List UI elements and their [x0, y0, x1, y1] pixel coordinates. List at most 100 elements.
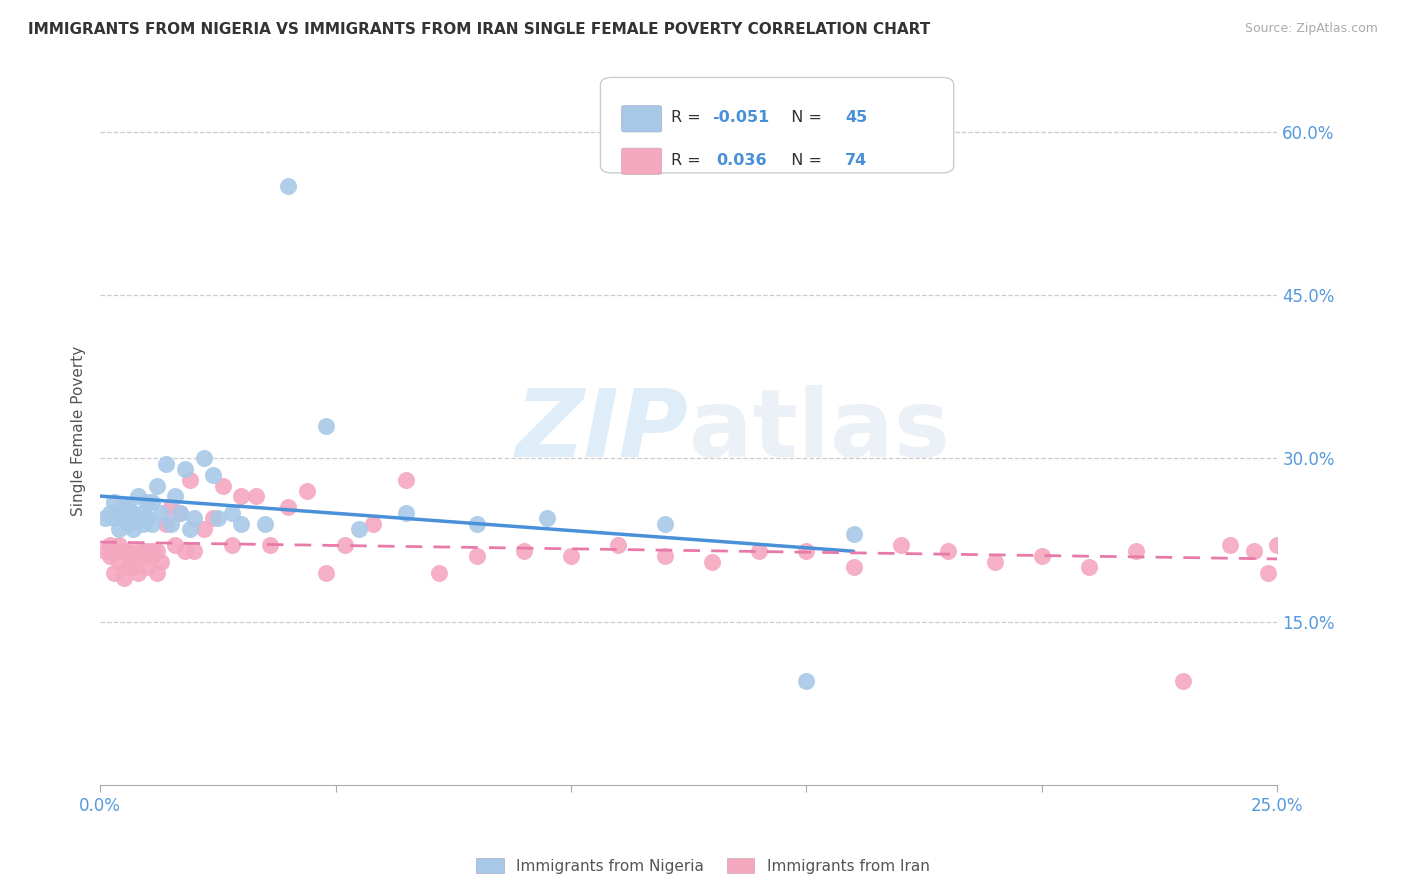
Point [315, 566, 337, 580]
Point [654, 549, 676, 564]
Point [536, 511, 558, 525]
Point [145, 543, 167, 558]
Point [890, 538, 912, 552]
Text: IMMIGRANTS FROM NIGERIA VS IMMIGRANTS FROM IRAN SINGLE FEMALE POVERTY CORRELATIO: IMMIGRANTS FROM NIGERIA VS IMMIGRANTS FR… [28, 22, 931, 37]
Point [1303, 538, 1326, 552]
Point [117, 500, 139, 515]
Point [654, 516, 676, 531]
Point [136, 511, 159, 525]
Point [141, 495, 163, 509]
Text: 0.036: 0.036 [716, 153, 766, 168]
Point [155, 457, 177, 471]
Point [112, 506, 135, 520]
Point [395, 473, 418, 487]
Point [202, 467, 225, 482]
Point [159, 516, 181, 531]
Point [136, 560, 159, 574]
Point [98, 549, 121, 564]
Point [277, 179, 299, 194]
Point [211, 478, 233, 492]
Point [108, 522, 131, 536]
Point [796, 543, 818, 558]
Point [607, 538, 630, 552]
Point [136, 495, 159, 509]
Point [131, 516, 153, 531]
Text: 45: 45 [845, 111, 868, 125]
Point [183, 543, 205, 558]
Point [127, 489, 149, 503]
Point [1323, 549, 1346, 564]
Point [427, 566, 450, 580]
Point [112, 571, 135, 585]
Point [169, 506, 191, 520]
Legend: Immigrants from Nigeria, Immigrants from Iran: Immigrants from Nigeria, Immigrants from… [471, 852, 935, 880]
Point [169, 506, 191, 520]
Point [231, 516, 253, 531]
Point [165, 538, 187, 552]
Point [1341, 543, 1364, 558]
Point [145, 478, 167, 492]
Point [984, 555, 1007, 569]
Point [103, 566, 125, 580]
Point [1031, 549, 1053, 564]
Point [1285, 560, 1308, 574]
Point [202, 511, 225, 525]
Point [179, 522, 201, 536]
Point [1243, 543, 1265, 558]
Point [122, 511, 145, 525]
Text: 74: 74 [845, 153, 868, 168]
Point [136, 543, 159, 558]
Text: R =: R = [671, 111, 706, 125]
Point [174, 462, 197, 476]
Point [1313, 543, 1336, 558]
Point [127, 566, 149, 580]
Point [141, 549, 163, 564]
Text: N =: N = [780, 111, 827, 125]
Point [131, 543, 153, 558]
Point [207, 511, 229, 525]
Point [131, 549, 153, 564]
Point [108, 555, 131, 569]
Point [1173, 674, 1195, 689]
Point [150, 506, 173, 520]
Point [796, 674, 818, 689]
Point [748, 543, 770, 558]
Point [159, 500, 181, 515]
Point [103, 511, 125, 525]
Y-axis label: Single Female Poverty: Single Female Poverty [72, 346, 86, 516]
Point [174, 543, 197, 558]
Point [1351, 538, 1374, 552]
Point [361, 516, 384, 531]
Point [112, 543, 135, 558]
Point [1331, 538, 1354, 552]
Point [315, 418, 337, 433]
Point [103, 543, 125, 558]
Point [1078, 560, 1101, 574]
Point [141, 516, 163, 531]
Point [131, 506, 153, 520]
Point [259, 538, 281, 552]
Point [94, 543, 117, 558]
Point [117, 560, 139, 574]
Point [465, 549, 488, 564]
Text: ZIP: ZIP [516, 385, 689, 477]
Text: N =: N = [780, 153, 827, 168]
Point [221, 506, 243, 520]
Point [1275, 549, 1298, 564]
Text: -0.051: -0.051 [713, 111, 769, 125]
Point [103, 495, 125, 509]
Point [98, 506, 121, 520]
Point [127, 543, 149, 558]
FancyBboxPatch shape [600, 78, 953, 173]
Point [560, 549, 582, 564]
Point [1219, 538, 1241, 552]
Point [122, 506, 145, 520]
Point [108, 506, 131, 520]
Point [1295, 543, 1317, 558]
Text: R =: R = [671, 153, 711, 168]
Point [183, 511, 205, 525]
Point [277, 500, 299, 515]
Point [842, 560, 865, 574]
Point [1267, 538, 1289, 552]
Point [155, 516, 177, 531]
